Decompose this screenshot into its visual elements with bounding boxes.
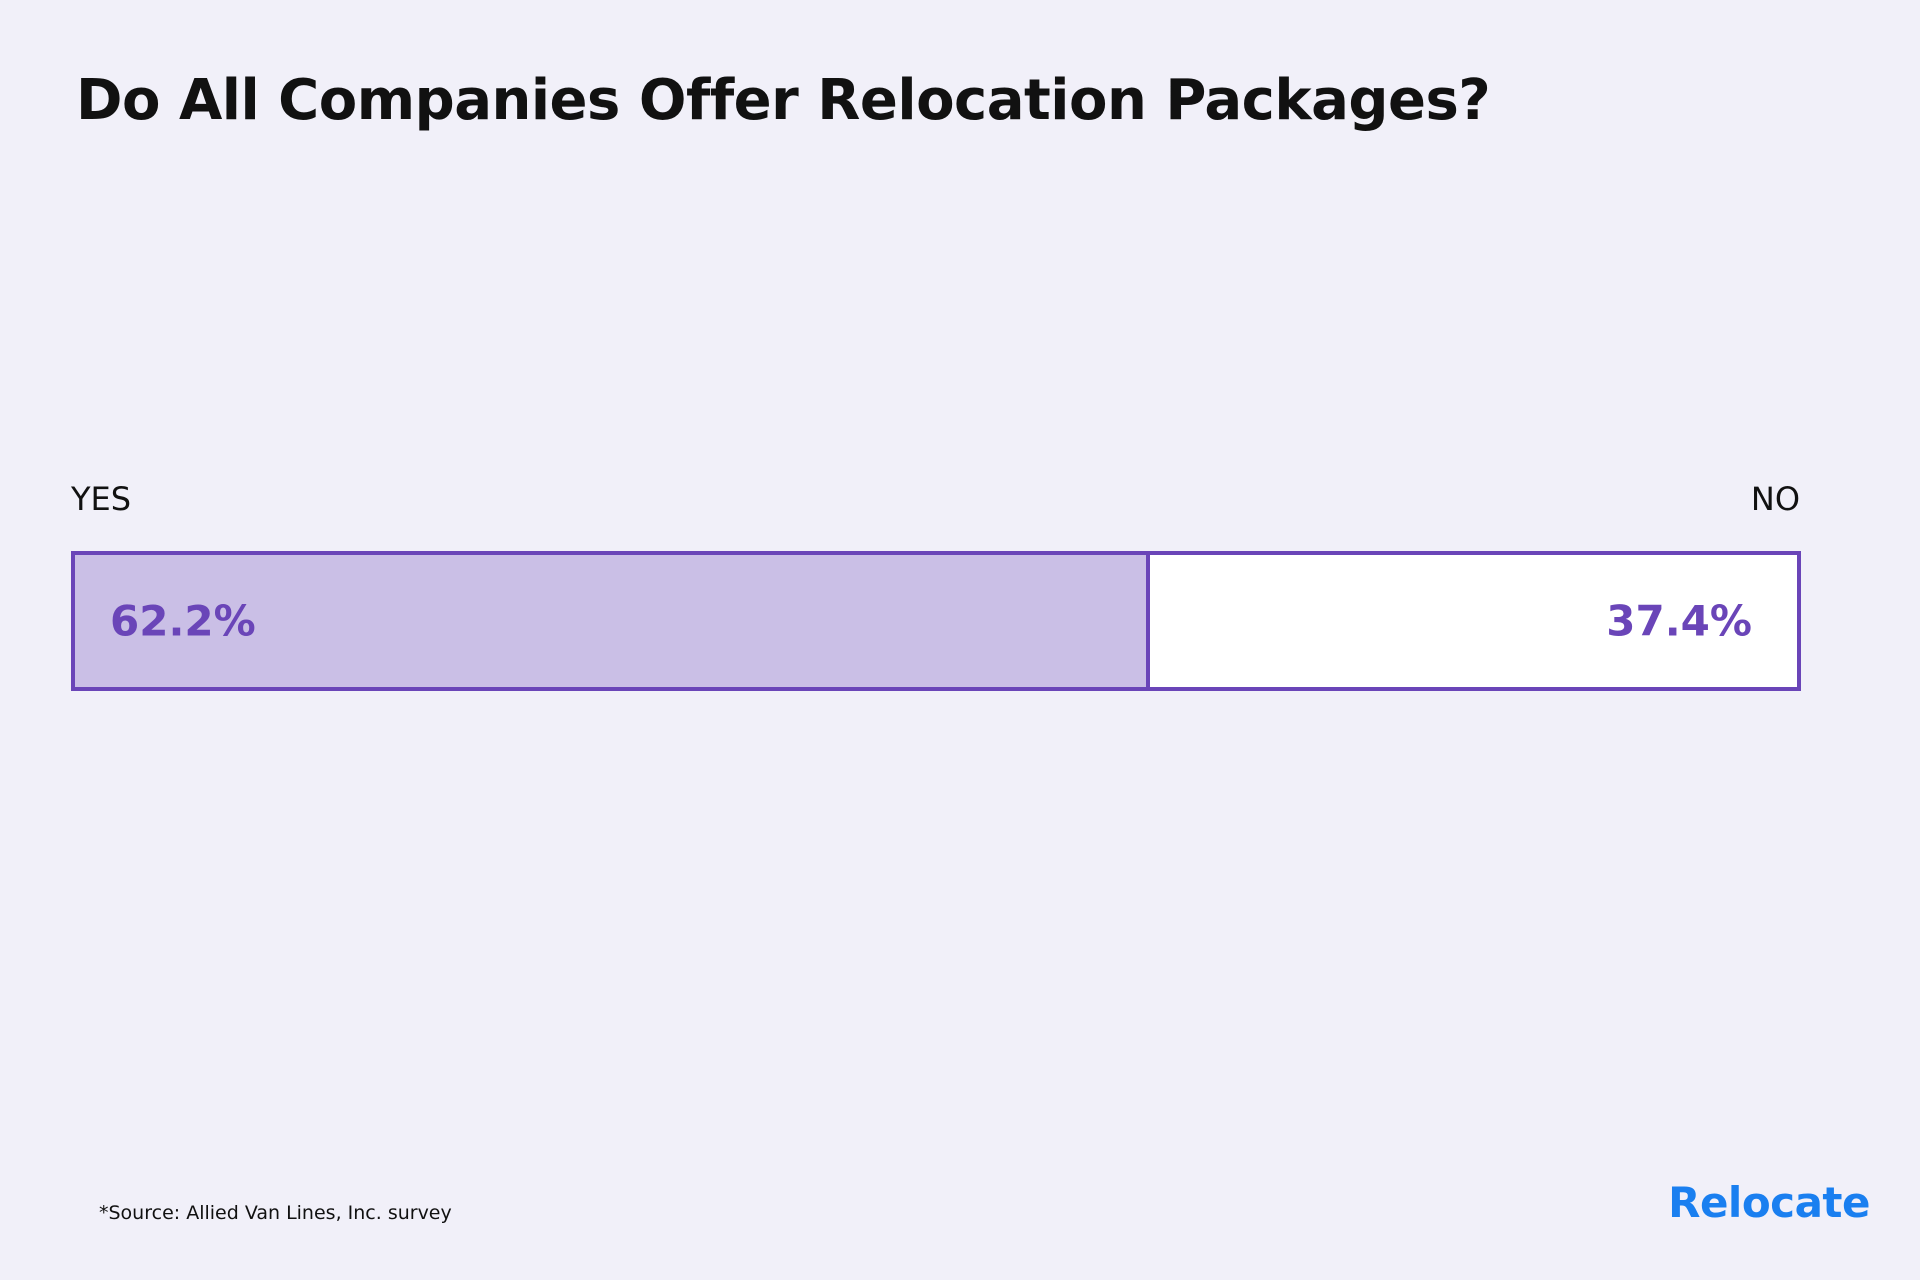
source-note: *Source: Allied Van Lines, Inc. survey <box>99 1202 452 1224</box>
stacked-bar: 62.2% 37.4% <box>71 551 1801 691</box>
bar-segment-yes: 62.2% <box>75 555 1150 687</box>
chart-title: Do All Companies Offer Relocation Packag… <box>76 68 1491 133</box>
bar-segment-no: 37.4% <box>1150 555 1797 687</box>
category-label-yes: YES <box>71 480 132 518</box>
data-label-no: 37.4% <box>1606 596 1752 646</box>
data-label-yes: 62.2% <box>110 596 256 646</box>
brand-logo: Relocate <box>1668 1178 1870 1227</box>
category-label-no: NO <box>1750 480 1800 518</box>
